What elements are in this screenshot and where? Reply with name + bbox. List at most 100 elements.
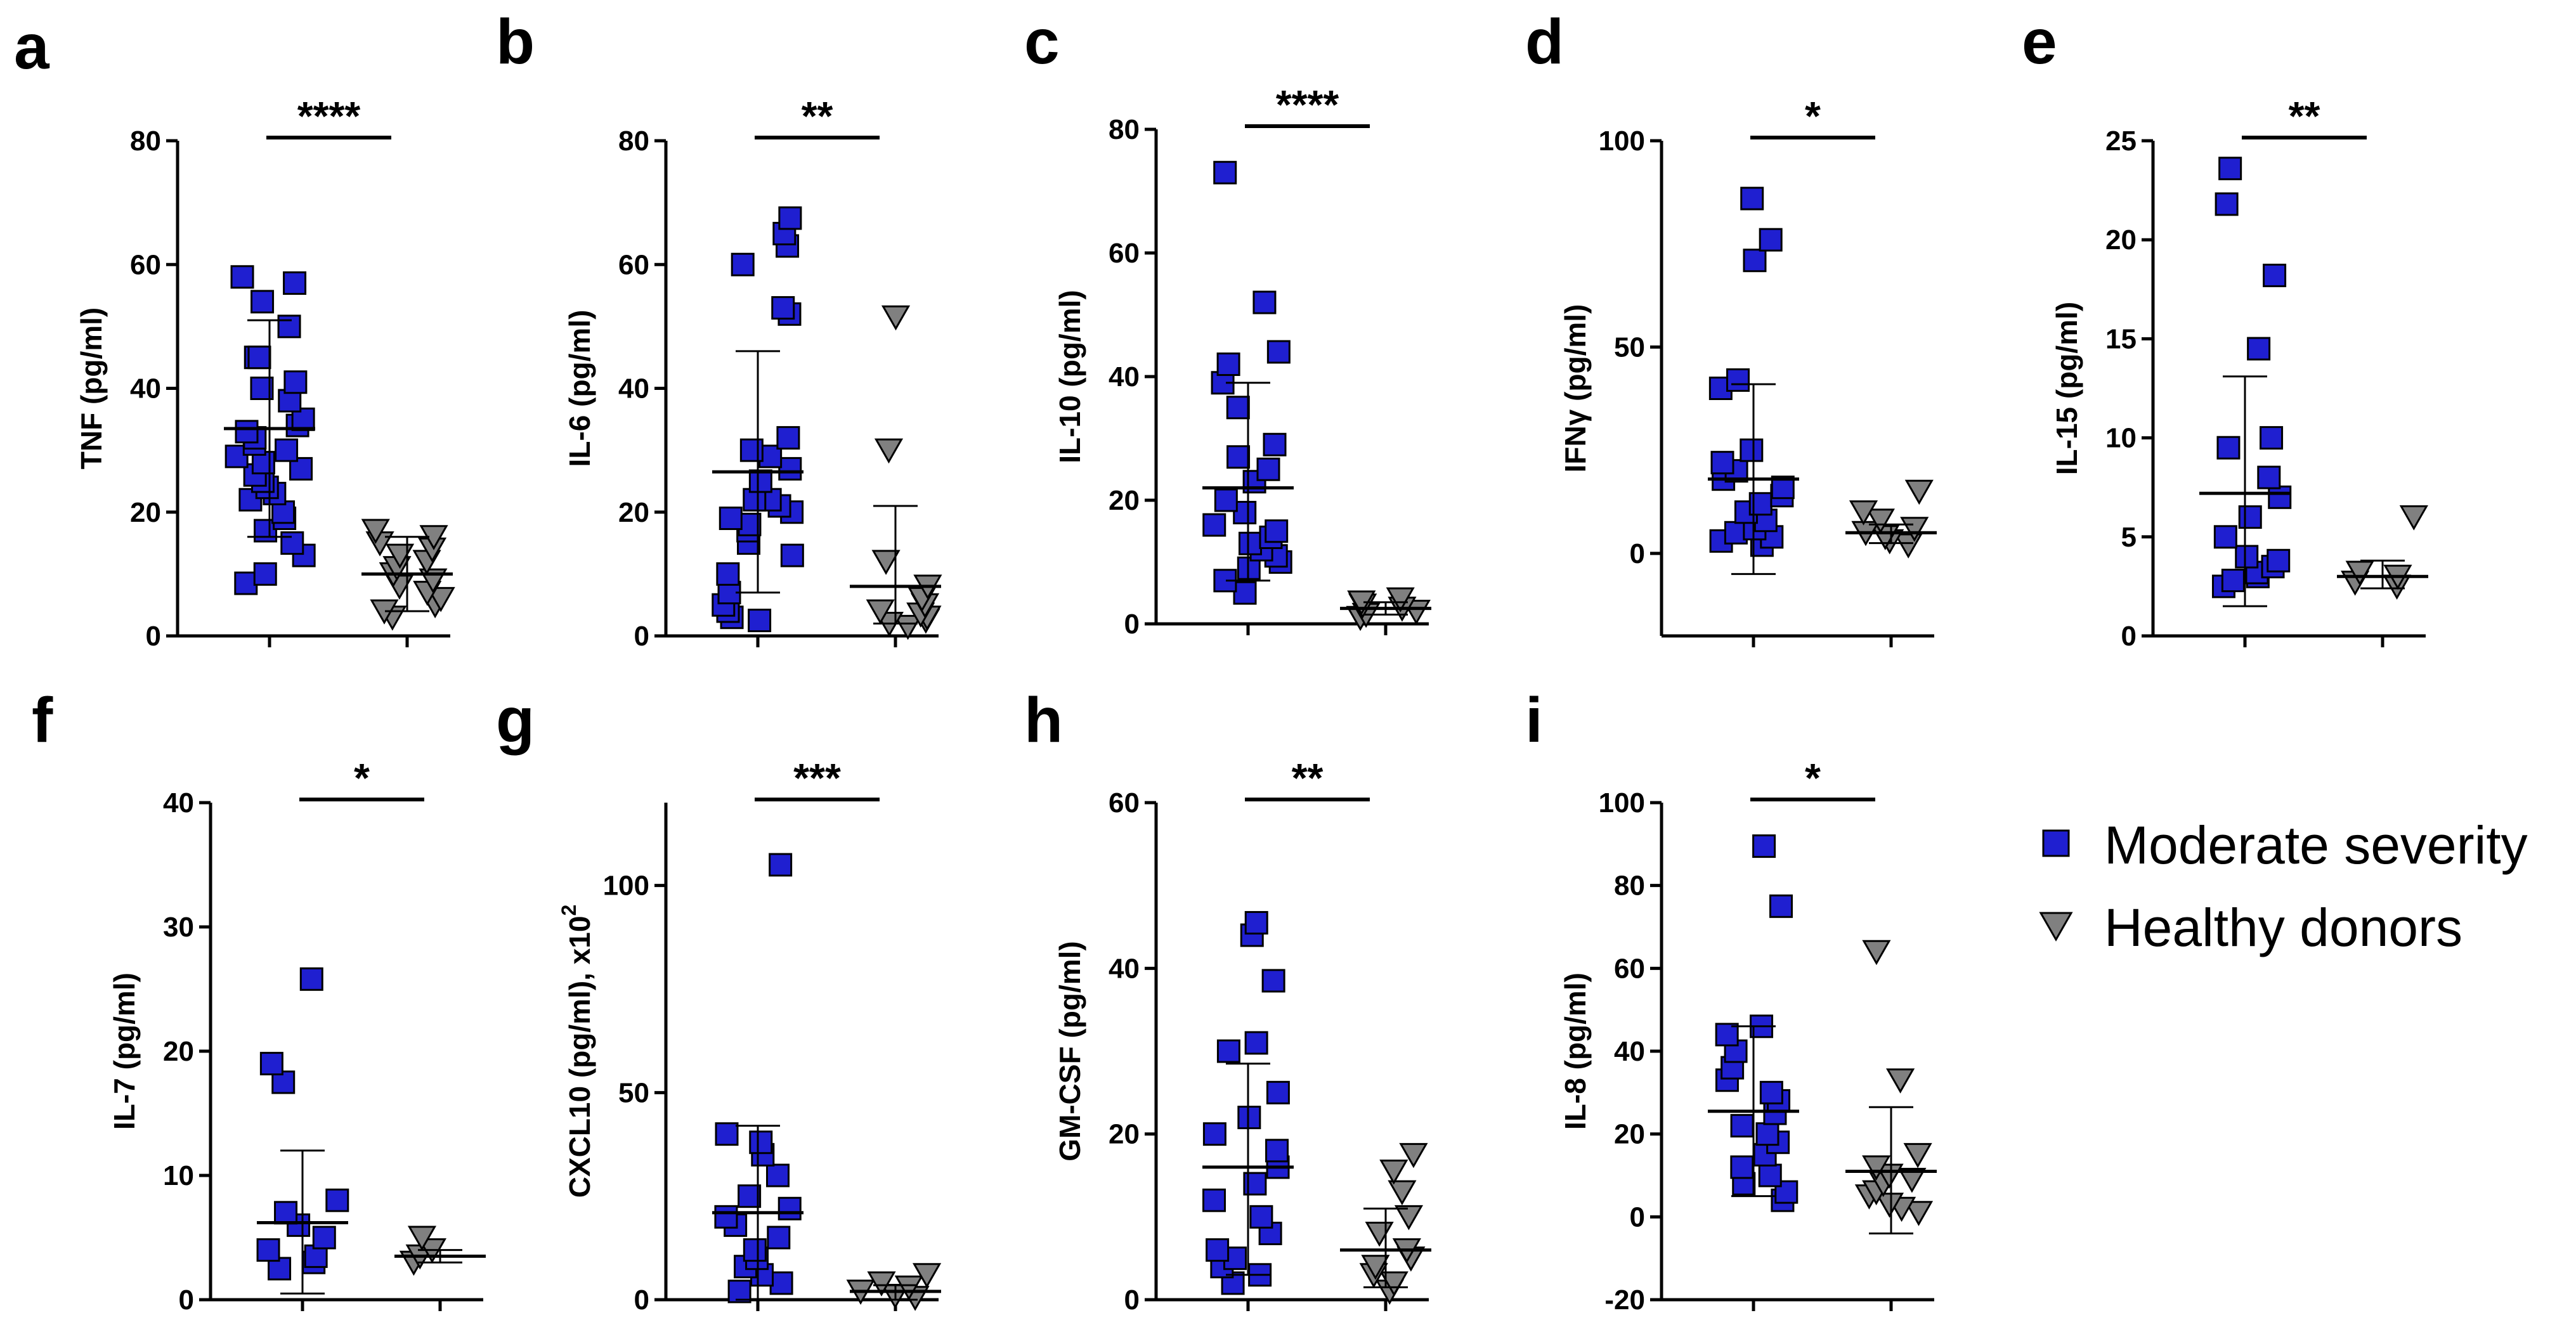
- y-tick-label: 100: [1599, 126, 1645, 157]
- y-tick-label: 20: [130, 497, 161, 528]
- panel-letter: c: [1024, 6, 1060, 77]
- data-point-square: [1216, 353, 1240, 376]
- data-point-triangle: [407, 1226, 437, 1252]
- data-point-square: [325, 1188, 349, 1212]
- legend-square-marker: [2042, 829, 2070, 857]
- data-point-triangle: [1361, 1255, 1390, 1280]
- data-point-triangle: [1904, 1201, 1934, 1226]
- data-point-square: [1752, 834, 1776, 858]
- y-axis-label: IL-15 (pg/ml): [2050, 302, 2083, 475]
- series-healthy: [850, 305, 942, 640]
- data-point-square: [1759, 228, 1783, 252]
- data-point-square: [235, 420, 259, 444]
- legend-label-moderate: Moderate severity: [2104, 815, 2528, 875]
- data-point-triangle: [874, 438, 904, 464]
- data-point-triangle: [1894, 533, 1923, 559]
- data-point-square: [1202, 1122, 1226, 1146]
- data-point-square: [256, 1238, 280, 1262]
- data-point-square: [250, 290, 275, 314]
- legend-label-healthy: Healthy donors: [2104, 898, 2462, 957]
- data-point-square: [312, 1226, 336, 1250]
- significance-label: ****: [297, 93, 361, 139]
- data-point-square: [1715, 1068, 1739, 1092]
- y-tick-label: 20: [2105, 224, 2137, 256]
- significance-label: **: [2289, 93, 2320, 139]
- data-point-square: [716, 562, 740, 586]
- panel-f: f 0 10 20 30 40 IL-7 (pg/ml) *: [32, 685, 486, 1316]
- data-point-square: [776, 426, 800, 450]
- panel-letter: g: [496, 685, 535, 756]
- y-tick-label: 40: [1109, 953, 1140, 984]
- y-tick-label: 40: [1614, 1036, 1645, 1067]
- significance-label: ***: [793, 755, 841, 801]
- y-tick-label: 60: [1109, 238, 1140, 269]
- y-tick-label: 20: [163, 1036, 194, 1067]
- y-tick-label: 0: [146, 621, 161, 652]
- y-tick-label: 20: [618, 497, 649, 528]
- data-point-square: [2238, 505, 2262, 529]
- series-healthy: [2337, 505, 2428, 600]
- series-moderate: [1708, 186, 1799, 575]
- data-point-square: [280, 531, 304, 555]
- data-point-square: [743, 1238, 767, 1262]
- data-point-triangle: [894, 614, 923, 640]
- data-point-triangle: [1386, 587, 1415, 613]
- data-point-square: [727, 1279, 751, 1304]
- series-moderate: [1708, 834, 1799, 1212]
- data-point-square: [749, 1130, 773, 1155]
- panel-e: e 0 5 10 15 20 25 IL-15 (pg/ml) **: [2022, 6, 2428, 652]
- data-point-square: [769, 1271, 793, 1295]
- data-point-square: [1759, 1080, 1783, 1104]
- data-point-square: [1710, 451, 1734, 475]
- data-point-square: [1237, 1106, 1261, 1130]
- data-point-square: [778, 456, 802, 481]
- y-tick-label: 0: [634, 1284, 649, 1316]
- y-tick-label: 80: [130, 126, 161, 157]
- data-point-square: [1202, 1188, 1226, 1212]
- y-tick-label: 100: [1599, 787, 1645, 819]
- data-point-square: [731, 252, 755, 276]
- panel-letter: a: [14, 11, 50, 82]
- data-point-square: [1730, 1155, 1754, 1179]
- data-point-square: [738, 1184, 762, 1208]
- data-point-triangle: [894, 1275, 923, 1301]
- y-tick-label: 0: [179, 1284, 194, 1316]
- y-tick-label: 60: [1109, 787, 1140, 819]
- data-point-square: [253, 562, 277, 586]
- series-moderate: [256, 967, 349, 1295]
- data-point-square: [1213, 160, 1237, 184]
- data-point-square: [769, 853, 793, 877]
- data-point-square: [247, 346, 271, 370]
- series-moderate: [2199, 157, 2292, 607]
- series-moderate: [224, 265, 316, 595]
- data-point-triangle: [1900, 517, 1929, 542]
- significance-label: *: [1805, 755, 1821, 801]
- data-point-square: [1249, 1205, 1273, 1229]
- data-point-square: [1726, 368, 1750, 392]
- data-point-triangle: [1866, 508, 1895, 534]
- data-point-square: [1265, 519, 1289, 543]
- data-point-square: [1233, 581, 1257, 605]
- data-point-square: [719, 507, 743, 531]
- data-point-triangle: [1886, 1068, 1915, 1094]
- data-point-square: [2267, 548, 2291, 573]
- data-point-square: [739, 438, 764, 462]
- data-point-square: [1769, 894, 1793, 918]
- significance-label: **: [1292, 755, 1324, 801]
- data-point-square: [1256, 457, 1280, 481]
- data-point-square: [230, 265, 254, 289]
- significance-label: *: [354, 755, 370, 801]
- y-tick-label: -20: [1604, 1284, 1645, 1316]
- y-axis-label: CXCL10 (pg/ml), x102: [557, 905, 596, 1198]
- data-point-square: [274, 1201, 298, 1225]
- data-point-square: [1202, 513, 1226, 537]
- y-tick-label: 0: [2121, 621, 2137, 652]
- y-tick-label: 80: [618, 126, 649, 157]
- data-point-square: [1730, 1114, 1754, 1138]
- y-tick-label: 25: [2105, 126, 2137, 157]
- data-point-triangle: [1399, 1142, 1428, 1168]
- data-point-square: [2247, 337, 2271, 361]
- y-axis-label: IL-10 (pg/ml): [1053, 290, 1086, 463]
- series-healthy: [846, 1263, 942, 1311]
- panel-letter: d: [1525, 6, 1564, 77]
